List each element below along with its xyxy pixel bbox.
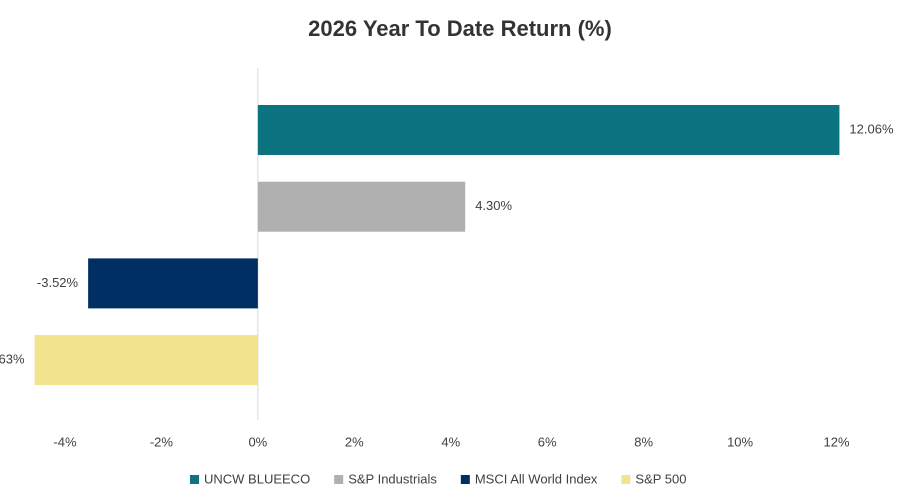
x-tick-label: 4% xyxy=(441,434,460,449)
legend-label: UNCW BLUEECO xyxy=(204,471,310,486)
bar xyxy=(34,335,258,386)
legend-swatch xyxy=(190,475,199,484)
chart-title: 2026 Year To Date Return (%) xyxy=(308,16,612,41)
x-tick-label: 2% xyxy=(345,434,364,449)
data-label: -4.63% xyxy=(0,352,25,367)
data-label: 4.30% xyxy=(475,198,512,213)
x-tick-label: -4% xyxy=(53,434,77,449)
legend-swatch xyxy=(460,475,470,484)
legend-swatch xyxy=(334,475,344,484)
x-tick-label: -2% xyxy=(150,434,174,449)
data-label: -3.52% xyxy=(37,275,79,290)
bar xyxy=(88,258,258,309)
x-tick-label: 10% xyxy=(727,434,753,449)
legend-swatch xyxy=(621,475,631,484)
x-tick-label: 12% xyxy=(824,434,850,449)
x-tick-label: 0% xyxy=(248,434,267,449)
legend-label: S&P Industrials xyxy=(348,471,437,486)
bar xyxy=(257,105,840,155)
x-tick-label: 8% xyxy=(634,434,653,449)
legend-label: S&P 500 xyxy=(635,471,686,486)
data-label: 12.06% xyxy=(849,121,894,136)
bar xyxy=(257,181,466,232)
x-tick-label: 6% xyxy=(538,434,557,449)
legend-label: MSCI All World Index xyxy=(475,471,598,486)
